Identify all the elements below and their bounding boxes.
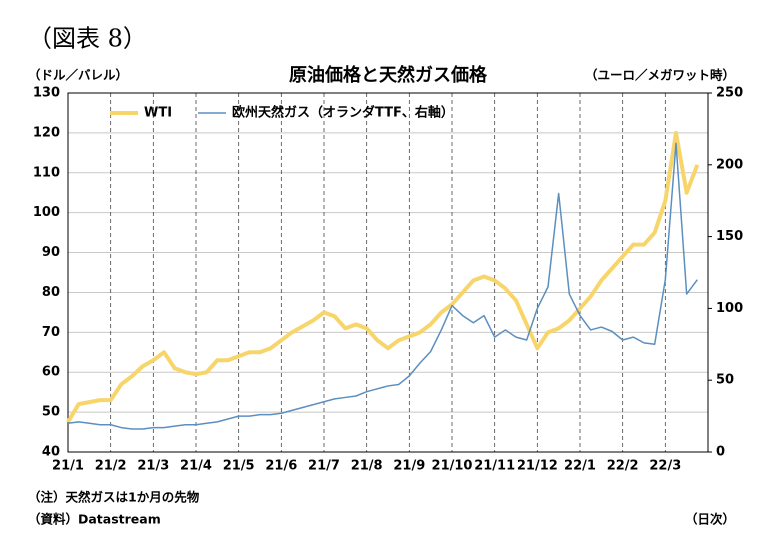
y-tick-label: 60 xyxy=(42,365,60,380)
x-tick-label: 21/5 xyxy=(223,459,255,474)
y2-tick-label: 50 xyxy=(716,373,734,388)
y-axis-label: （ドル／バレル） xyxy=(28,68,128,83)
x-tick-label: 21/9 xyxy=(393,459,425,474)
x-tick-label: 21/11 xyxy=(474,459,515,474)
legend-label: WTI xyxy=(144,106,172,121)
y2-tick-label: 0 xyxy=(716,445,725,460)
y2-tick-label: 100 xyxy=(716,301,743,316)
x-tick-label: 21/7 xyxy=(308,459,340,474)
x-tick-label: 22/2 xyxy=(607,459,639,474)
x-tick-label: 21/3 xyxy=(137,459,169,474)
y2-axis-label: （ユーロ／メガワット時） xyxy=(585,68,735,83)
chart-title: 原油価格と天然ガス価格 xyxy=(289,64,488,86)
y2-tick-label: 150 xyxy=(716,229,743,244)
x-tick-label: 21/2 xyxy=(95,459,127,474)
y-tick-label: 130 xyxy=(33,86,60,101)
header: （図表 8） xyxy=(28,25,147,53)
note: （注）天然ガスは1か月の先物 xyxy=(28,490,200,505)
x-tick-label: 21/8 xyxy=(351,459,383,474)
x-tick-label: 22/3 xyxy=(649,459,681,474)
y-tick-label: 40 xyxy=(42,445,60,460)
y-tick-label: 80 xyxy=(42,285,60,300)
y2-tick-label: 200 xyxy=(716,157,743,172)
legend-label: 欧州天然ガス（オランダTTF、右軸） xyxy=(232,105,454,121)
y-tick-label: 90 xyxy=(42,245,60,260)
y-tick-label: 50 xyxy=(42,405,60,420)
line xyxy=(66,130,700,424)
x-tick-label: 21/1 xyxy=(52,459,84,474)
line xyxy=(67,142,698,430)
x-tick-label: 21/4 xyxy=(180,459,212,474)
y2-tick-label: 250 xyxy=(716,86,743,101)
y-tick-label: 110 xyxy=(33,165,60,180)
x-tick-label: 21/12 xyxy=(517,459,558,474)
x-tick-label: 21/10 xyxy=(432,459,473,474)
y-tick-label: 70 xyxy=(42,325,60,340)
plot-frame xyxy=(67,92,709,453)
x-tick-label: 22/1 xyxy=(564,459,596,474)
x-tick-label: 21/6 xyxy=(265,459,297,474)
frequency: （日次） xyxy=(685,512,735,527)
y-tick-label: 100 xyxy=(33,205,60,220)
source: （資料）Datastream xyxy=(28,512,161,527)
y-tick-label: 120 xyxy=(33,125,60,140)
